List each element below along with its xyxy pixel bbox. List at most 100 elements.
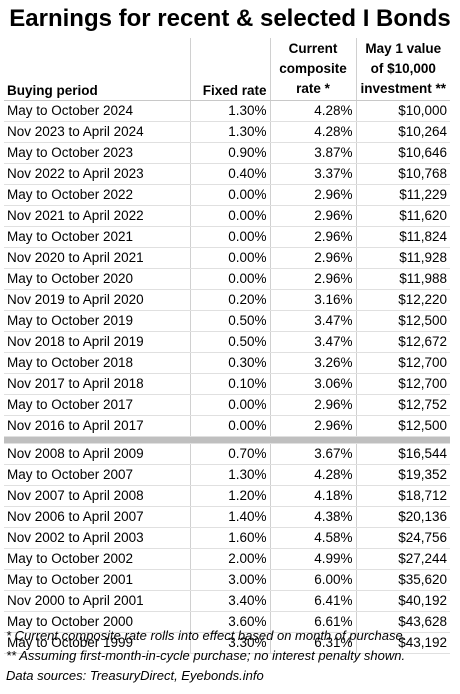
cell-investment-value: $43,192 — [355, 632, 450, 654]
cell-investment-value: $11,824 — [355, 226, 450, 248]
cell-fixed-rate: 0.00% — [189, 205, 270, 227]
cell-fixed-rate: 0.00% — [189, 415, 270, 437]
table-row: Nov 2006 to April 2007 1.40% 4.38% $20,136 — [4, 506, 450, 528]
recent-rows: May to October 2024 1.30% 4.28% $10,000 Nov … — [4, 100, 450, 437]
cell-buying-period: May to October 1999 — [4, 632, 190, 654]
header-investment-value: May 1 value of $10,000 investment ** — [355, 38, 450, 101]
section-separator — [4, 436, 450, 444]
cell-fixed-rate: 0.00% — [189, 394, 270, 416]
cell-composite-rate: 2.96% — [269, 184, 356, 206]
cell-composite-rate: 4.38% — [269, 506, 356, 528]
cell-buying-period: Nov 2017 to April 2018 — [4, 373, 190, 395]
table-row: Nov 2008 to April 2009 0.70% 3.67% $16,544 — [4, 443, 450, 465]
cell-investment-value: $35,620 — [355, 569, 450, 591]
cell-buying-period: May to October 2002 — [4, 548, 190, 570]
cell-buying-period: May to October 2017 — [4, 394, 190, 416]
header-fixed-rate: Fixed rate — [189, 38, 270, 101]
cell-investment-value: $12,752 — [355, 394, 450, 416]
cell-investment-value: $40,192 — [355, 590, 450, 612]
table-row: May to October 2017 0.00% 2.96% $12,752 — [4, 394, 450, 416]
separator-row — [4, 436, 450, 444]
cell-investment-value: $11,928 — [355, 247, 450, 269]
cell-buying-period: May to October 2023 — [4, 142, 190, 164]
cell-composite-rate: 3.47% — [269, 310, 356, 332]
cell-fixed-rate: 0.50% — [189, 310, 270, 332]
table-row: Nov 2022 to April 2023 0.40% 3.37% $10,768 — [4, 163, 450, 185]
cell-fixed-rate: 3.00% — [189, 569, 270, 591]
cell-composite-rate: 4.58% — [269, 527, 356, 549]
footnote-composite: * Current composite rate rolls into effe… — [6, 628, 407, 643]
cell-composite-rate: 4.28% — [269, 464, 356, 486]
cell-buying-period: Nov 2016 to April 2017 — [4, 415, 190, 437]
cell-buying-period: May to October 2024 — [4, 100, 190, 122]
cell-buying-period: Nov 2022 to April 2023 — [4, 163, 190, 185]
cell-fixed-rate: 0.50% — [189, 331, 270, 353]
cell-fixed-rate: 0.20% — [189, 289, 270, 311]
cell-composite-rate: 4.28% — [269, 100, 356, 122]
cell-buying-period: May to October 2019 — [4, 310, 190, 332]
table-row: Nov 2023 to April 2024 1.30% 4.28% $10,264 — [4, 121, 450, 143]
table-row: May to October 2024 1.30% 4.28% $10,000 — [4, 100, 450, 122]
cell-fixed-rate: 0.70% — [189, 443, 270, 465]
cell-buying-period: May to October 2021 — [4, 226, 190, 248]
selected-rows: Nov 2008 to April 2009 0.70% 3.67% $16,544 M… — [4, 443, 450, 654]
table-row: May to October 2002 2.00% 4.99% $27,244 — [4, 548, 450, 570]
cell-investment-value: $27,244 — [355, 548, 450, 570]
cell-fixed-rate: 0.00% — [189, 226, 270, 248]
cell-investment-value: $20,136 — [355, 506, 450, 528]
cell-composite-rate: 2.96% — [269, 247, 356, 269]
cell-fixed-rate: 1.30% — [189, 121, 270, 143]
cell-fixed-rate: 0.00% — [189, 184, 270, 206]
cell-buying-period: Nov 2000 to April 2001 — [4, 590, 190, 612]
table-row: Nov 2018 to April 2019 0.50% 3.47% $12,672 — [4, 331, 450, 353]
cell-investment-value: $10,000 — [355, 100, 450, 122]
cell-composite-rate: 3.47% — [269, 331, 356, 353]
cell-investment-value: $12,700 — [355, 352, 450, 374]
cell-fixed-rate: 1.20% — [189, 485, 270, 507]
table-row: May to October 2020 0.00% 2.96% $11,988 — [4, 268, 450, 290]
cell-fixed-rate: 3.40% — [189, 590, 270, 612]
cell-investment-value: $19,352 — [355, 464, 450, 486]
cell-fixed-rate: 0.10% — [189, 373, 270, 395]
cell-investment-value: $12,672 — [355, 331, 450, 353]
cell-buying-period: Nov 2021 to April 2022 — [4, 205, 190, 227]
cell-fixed-rate: 1.60% — [189, 527, 270, 549]
cell-buying-period: Nov 2018 to April 2019 — [4, 331, 190, 353]
cell-fixed-rate: 1.40% — [189, 506, 270, 528]
cell-composite-rate: 3.67% — [269, 443, 356, 465]
cell-fixed-rate: 2.00% — [189, 548, 270, 570]
cell-fixed-rate: 0.00% — [189, 247, 270, 269]
cell-composite-rate: 4.28% — [269, 121, 356, 143]
table-row: May to October 2007 1.30% 4.28% $19,352 — [4, 464, 450, 486]
cell-investment-value: $12,500 — [355, 415, 450, 437]
table-row: May to October 2023 0.90% 3.87% $10,646 — [4, 142, 450, 164]
cell-buying-period: Nov 2007 to April 2008 — [4, 485, 190, 507]
cell-composite-rate: 6.61% — [269, 611, 356, 633]
cell-investment-value: $11,988 — [355, 268, 450, 290]
cell-buying-period: Nov 2002 to April 2003 — [4, 527, 190, 549]
cell-investment-value: $16,544 — [355, 443, 450, 465]
table-row: Nov 2017 to April 2018 0.10% 3.06% $12,700 — [4, 373, 450, 395]
cell-investment-value: $12,220 — [355, 289, 450, 311]
cell-buying-period: Nov 2006 to April 2007 — [4, 506, 190, 528]
cell-composite-rate: 3.06% — [269, 373, 356, 395]
cell-buying-period: Nov 2020 to April 2021 — [4, 247, 190, 269]
table-row: May to October 1999 3.30% 6.31% $43,192 — [4, 632, 450, 654]
cell-composite-rate: 3.37% — [269, 163, 356, 185]
cell-composite-rate: 3.16% — [269, 289, 356, 311]
cell-composite-rate: 6.00% — [269, 569, 356, 591]
cell-composite-rate: 6.31% — [269, 632, 356, 654]
cell-composite-rate: 2.96% — [269, 226, 356, 248]
cell-buying-period: May to October 2001 — [4, 569, 190, 591]
header-buying-period: Buying period — [4, 38, 190, 101]
footnote-investment: ** Assuming first-month-in-cycle purchas… — [6, 648, 406, 663]
table-row: Nov 2002 to April 2003 1.60% 4.58% $24,756 — [4, 527, 450, 549]
header-composite-rate: Current composite rate * — [269, 38, 356, 101]
ibond-earnings-table: Buying period Fixed rate Current composi… — [4, 38, 450, 654]
table-row: Nov 2020 to April 2021 0.00% 2.96% $11,928 — [4, 247, 450, 269]
cell-investment-value: $43,628 — [355, 611, 450, 633]
cell-buying-period: Nov 2019 to April 2020 — [4, 289, 190, 311]
cell-fixed-rate: 3.30% — [189, 632, 270, 654]
cell-buying-period: May to October 2018 — [4, 352, 190, 374]
cell-fixed-rate: 0.90% — [189, 142, 270, 164]
